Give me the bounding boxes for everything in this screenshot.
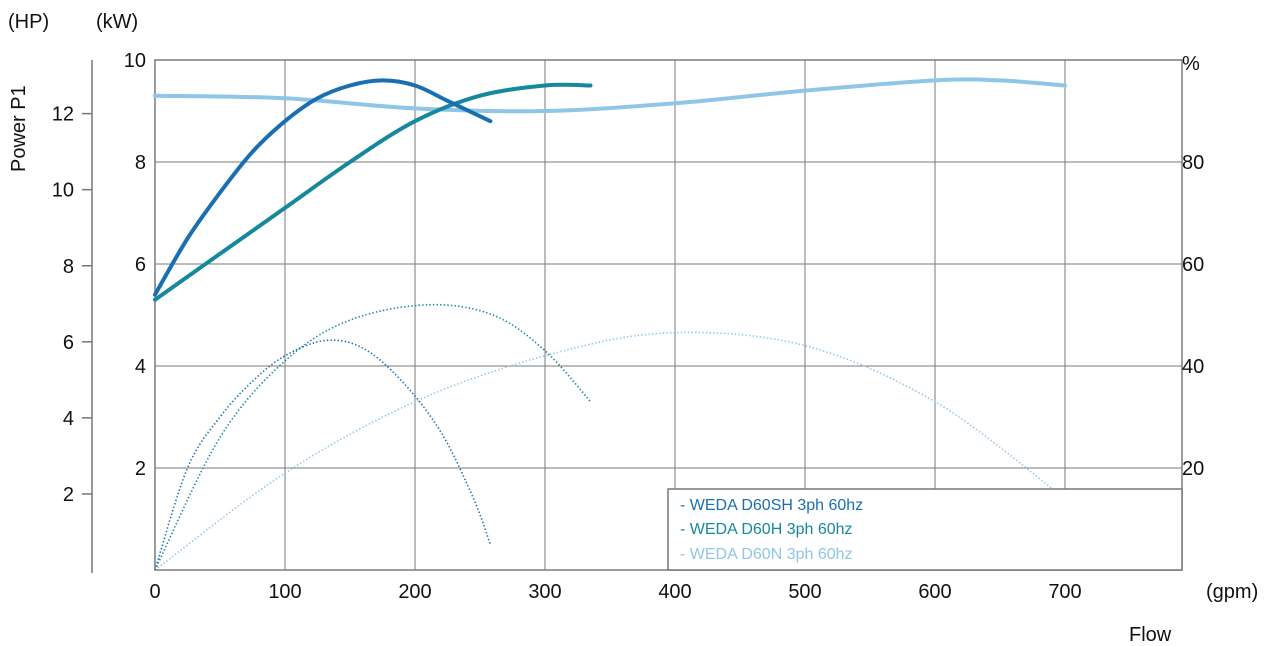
x-tick-label: 400 [658,581,691,603]
percent-tick-label: 20 [1182,458,1204,480]
efficiency-curve-d60n [153,77,1067,114]
kw-unit-label: (kW) [96,11,138,33]
legend-item-d60sh: - WEDA D60SH 3ph 60hz [680,497,863,514]
legend: - WEDA D60SH 3ph 60hz - WEDA D60H 3ph 60… [667,488,1183,571]
flow-unit-label: (gpm) [1206,581,1258,603]
x-tick-label: 100 [268,581,301,603]
x-axis-title: Flow [1129,624,1172,646]
hp-tick-label: 4 [63,408,74,430]
x-tick-label: 600 [918,581,951,603]
legend-item-d60h: - WEDA D60H 3ph 60hz [680,521,853,538]
efficiency-curve-d60h [153,82,593,302]
hp-tick-label: 2 [63,484,74,506]
kw-tick-label: 2 [135,458,146,480]
percent-tick-label: 40 [1182,356,1204,378]
hp-unit-label: (HP) [8,11,49,33]
x-tick-label: 200 [398,581,431,603]
percent-tick-label: 80 [1182,152,1204,174]
kw-tick-label: 4 [135,356,146,378]
hp-tick-label: 8 [63,256,74,278]
legend-box [667,488,1183,571]
x-tick-label: 0 [149,581,160,603]
hp-tick-label: 12 [52,104,74,126]
percent-tick-label: 60 [1182,254,1204,276]
efficiency-curve-d60sh [153,78,493,297]
x-tick-label: 500 [788,581,821,603]
hp-tick-label: 10 [52,180,74,202]
x-tick-label: 700 [1048,581,1081,603]
kw-tick-label: 6 [135,254,146,276]
power-curve-d60h [154,303,592,571]
power-curve-d60sh [154,339,492,571]
tick-labels: 0 100 200 300 400 500 600 700 2 4 6 8 10 2 4 6 8 10 12 20 40… [52,50,1205,603]
legend-item-d60n: - WEDA D60N 3ph 60hz [680,546,853,563]
y-axis-title: Power P1 [8,85,30,172]
x-tick-label: 300 [528,581,561,603]
kw-tick-label: 8 [135,152,146,174]
kw-tick-label: 10 [124,50,146,72]
series-group [153,77,1067,571]
hp-tick-label: 6 [63,332,74,354]
percent-unit-label: % [1182,53,1200,75]
